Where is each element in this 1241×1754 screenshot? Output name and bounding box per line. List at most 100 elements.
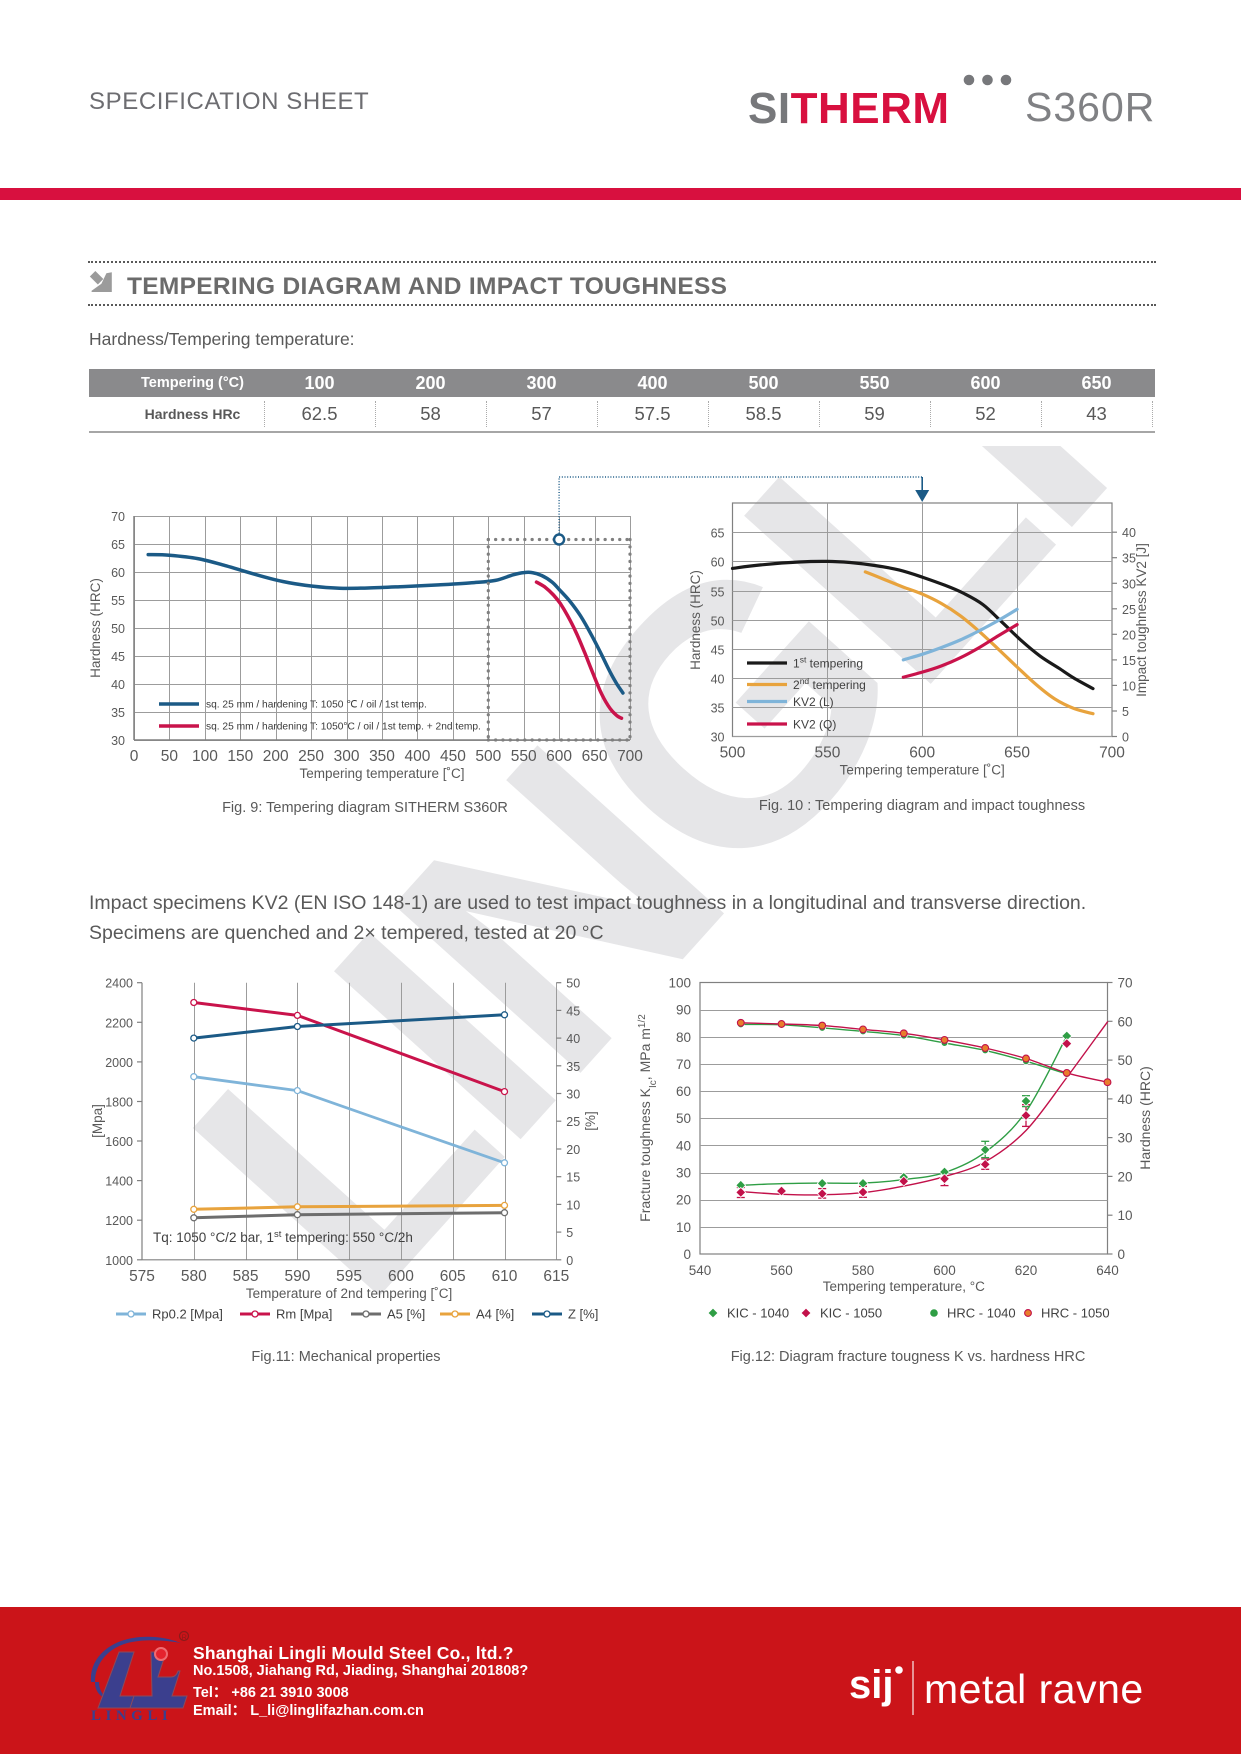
svg-text:Fracture toughness KIc, MPa m1: Fracture toughness KIc, MPa m1/2: [637, 1014, 659, 1222]
svg-text:Temperature of 2nd tempering [: Temperature of 2nd tempering [˚C]: [246, 1286, 452, 1301]
svg-text:2400: 2400: [105, 977, 133, 991]
svg-text:620: 620: [1015, 1263, 1038, 1278]
svg-text:20: 20: [676, 1193, 691, 1208]
svg-text:575: 575: [129, 1268, 155, 1285]
svg-text:0: 0: [683, 1247, 691, 1262]
svg-text:65: 65: [711, 527, 725, 541]
svg-text:0: 0: [1118, 1247, 1126, 1262]
svg-text:90: 90: [676, 1003, 691, 1018]
svg-text:580: 580: [852, 1263, 875, 1278]
svg-text:40: 40: [1122, 526, 1136, 540]
svg-text:35: 35: [1122, 552, 1136, 566]
svg-text:30: 30: [566, 1088, 580, 1102]
svg-text:20: 20: [1122, 628, 1136, 642]
svg-text:250: 250: [298, 748, 324, 765]
svg-text:20: 20: [1118, 1169, 1133, 1184]
svg-text:50: 50: [711, 615, 725, 629]
svg-text:Rm [Mpa]: Rm [Mpa]: [276, 1307, 332, 1322]
svg-text:30: 30: [676, 1166, 691, 1181]
svg-text:2200: 2200: [105, 1016, 133, 1030]
svg-text:10: 10: [676, 1220, 691, 1235]
svg-text:KV2 (L): KV2 (L): [793, 695, 834, 709]
svg-text:30: 30: [1118, 1131, 1133, 1146]
svg-text:585: 585: [233, 1268, 259, 1285]
svg-text:55: 55: [111, 594, 125, 608]
svg-text:650: 650: [582, 748, 608, 765]
svg-text:200: 200: [263, 748, 289, 765]
svg-text:60: 60: [1118, 1014, 1133, 1029]
svg-text:580: 580: [181, 1268, 207, 1285]
svg-text:45: 45: [711, 644, 725, 658]
svg-text:40: 40: [676, 1138, 691, 1153]
svg-text:KV2 (Q): KV2 (Q): [793, 718, 836, 732]
svg-text:400: 400: [404, 748, 430, 765]
svg-text:LINGLI: LINGLI: [91, 1708, 172, 1724]
svg-text:1200: 1200: [105, 1214, 133, 1228]
svg-text:70: 70: [111, 510, 125, 524]
svg-text:40: 40: [1118, 1092, 1133, 1107]
svg-text:25: 25: [1122, 603, 1136, 617]
svg-text:40: 40: [566, 1032, 580, 1046]
svg-text:650: 650: [1004, 745, 1030, 762]
svg-text:35: 35: [711, 702, 725, 716]
svg-text:300: 300: [334, 748, 360, 765]
svg-text:0: 0: [566, 1254, 573, 1268]
svg-text:550: 550: [814, 745, 840, 762]
svg-text:80: 80: [676, 1030, 691, 1045]
svg-text:590: 590: [284, 1268, 310, 1285]
svg-text:50: 50: [1118, 1053, 1133, 1068]
svg-text:600: 600: [909, 745, 935, 762]
svg-text:2000: 2000: [105, 1056, 133, 1070]
svg-text:2nd tempering: 2nd tempering: [793, 676, 866, 692]
svg-text:40: 40: [111, 678, 125, 692]
svg-text:Z [%]: Z [%]: [568, 1307, 598, 1322]
svg-text:50: 50: [161, 748, 179, 765]
svg-text:Tempering temperature [˚C]: Tempering temperature [˚C]: [840, 763, 1005, 778]
svg-text:50: 50: [566, 977, 580, 991]
svg-text:HRC - 1040: HRC - 1040: [947, 1306, 1016, 1321]
svg-text:sq. 25 mm / hardening T: 1050°: sq. 25 mm / hardening T: 1050°C / oil / …: [206, 722, 481, 733]
svg-text:605: 605: [440, 1268, 466, 1285]
svg-text:Hardness (HRC): Hardness (HRC): [688, 570, 703, 670]
svg-text:550: 550: [511, 748, 537, 765]
svg-text:A5 [%]: A5 [%]: [387, 1307, 425, 1322]
svg-text:60: 60: [111, 566, 125, 580]
svg-text:350: 350: [369, 748, 395, 765]
svg-text:600: 600: [388, 1268, 414, 1285]
svg-text:Tempering temperature, °C: Tempering temperature, °C: [823, 1279, 985, 1294]
svg-text:560: 560: [770, 1263, 793, 1278]
svg-text:60: 60: [711, 556, 725, 570]
svg-text:R: R: [182, 1633, 188, 1642]
svg-text:5: 5: [566, 1226, 573, 1240]
svg-text:10: 10: [1118, 1208, 1133, 1223]
svg-text:Impact toughness KV2 [J]: Impact toughness KV2 [J]: [1134, 543, 1149, 697]
svg-text:Hardness (HRC): Hardness (HRC): [88, 578, 103, 678]
svg-text:1800: 1800: [105, 1096, 133, 1110]
svg-text:30: 30: [111, 734, 125, 748]
svg-text:35: 35: [566, 1060, 580, 1074]
svg-text:KIC - 1040: KIC - 1040: [727, 1306, 789, 1321]
svg-text:30: 30: [1122, 577, 1136, 591]
svg-text:50: 50: [111, 622, 125, 636]
svg-text:sq. 25 mm / hardening T: 1050: sq. 25 mm / hardening T: 1050 ℃ / oil / …: [206, 700, 427, 711]
svg-text:25: 25: [566, 1115, 580, 1129]
svg-text:KIC - 1050: KIC - 1050: [820, 1306, 882, 1321]
svg-text:A4 [%]: A4 [%]: [476, 1307, 514, 1322]
svg-text:540: 540: [689, 1263, 712, 1278]
svg-text:1st tempering: 1st tempering: [793, 655, 863, 671]
svg-text:0: 0: [130, 748, 139, 765]
svg-text:640: 640: [1096, 1263, 1119, 1278]
svg-text:Hardness (HRC): Hardness (HRC): [1137, 1066, 1153, 1169]
svg-text:1400: 1400: [105, 1175, 133, 1189]
svg-text:100: 100: [668, 976, 691, 991]
svg-text:20: 20: [566, 1143, 580, 1157]
svg-text:40: 40: [711, 673, 725, 687]
svg-text:15: 15: [1122, 654, 1136, 668]
svg-text:30: 30: [711, 731, 725, 745]
svg-text:600: 600: [546, 748, 572, 765]
svg-text:615: 615: [543, 1268, 569, 1285]
svg-text:450: 450: [440, 748, 466, 765]
svg-text:Rp0.2 [Mpa]: Rp0.2 [Mpa]: [152, 1307, 223, 1322]
svg-text:[Mpa]: [Mpa]: [90, 1104, 105, 1138]
svg-text:Tq: 1050 °C/2 bar, 1st temperi: Tq: 1050 °C/2 bar, 1st tempering: 550 °C…: [153, 1229, 413, 1246]
